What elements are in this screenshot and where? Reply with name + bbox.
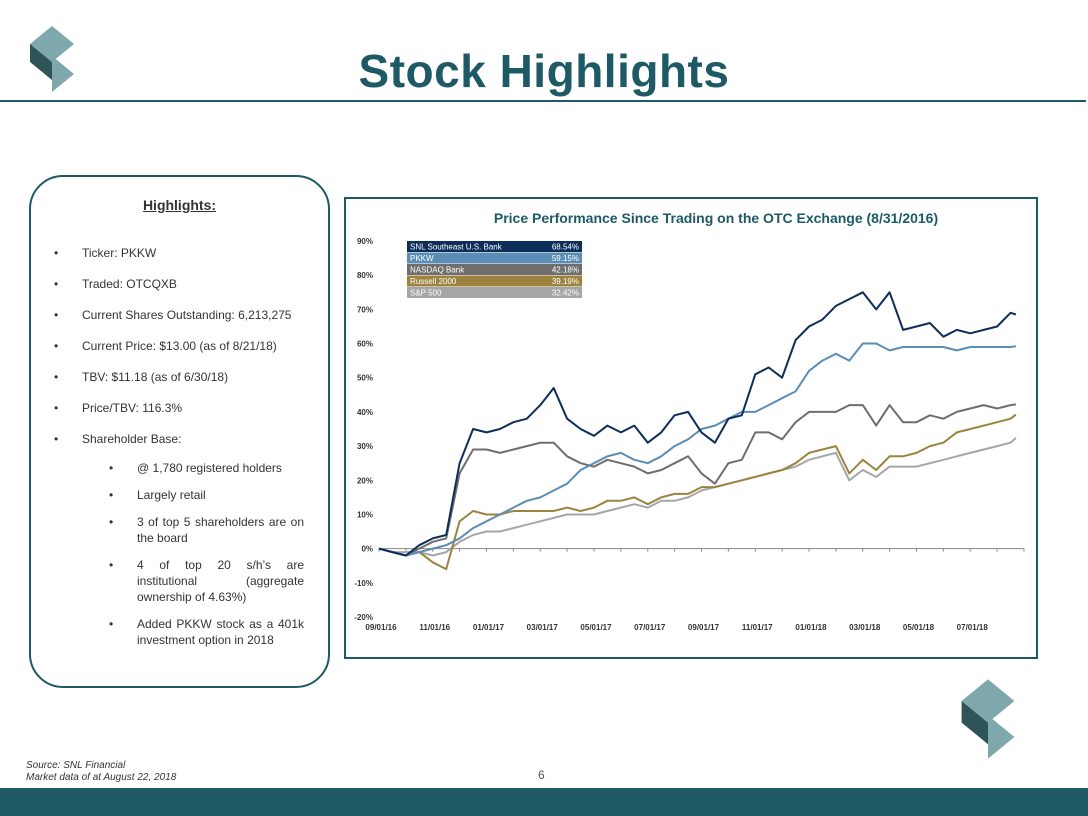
highlights-heading: Highlights: (142, 197, 217, 213)
legend-series-value: 42.18% (552, 266, 579, 275)
legend-swatch (407, 275, 582, 287)
highlight-price-tbv: Price/TBV: 116.3% (54, 400, 304, 416)
highlight-shareholder-base: Shareholder Base: @ 1,780 registered hol… (54, 431, 304, 648)
legend-swatch (407, 287, 582, 298)
x-tick-label: 09/01/17 (688, 623, 720, 632)
shareholder-base-label: Shareholder Base: (82, 432, 182, 446)
legend: SNL Southeast U.S. Bank 68.54% PKKW 59.15% N… (407, 241, 582, 298)
legend-series-name: NASDAQ Bank (410, 266, 465, 275)
sub-item-registered-holders: @ 1,780 registered holders (109, 460, 304, 476)
highlight-traded: Traded: OTCQXB (54, 276, 304, 292)
logo-left-shape (961, 701, 988, 745)
legend-swatch (407, 264, 582, 275)
highlights-list: Ticker: PKKW Traded: OTCQXB Current Shar… (54, 245, 304, 663)
x-tick-label: 07/01/17 (634, 623, 666, 632)
source-line: Source: SNL Financial (26, 760, 126, 771)
legend-swatch (407, 241, 582, 252)
bank-logo-icon (30, 26, 74, 92)
y-tick-label: 40% (357, 408, 373, 417)
sub-item-401k: Added PKKW stock as a 401k investment op… (109, 616, 304, 648)
x-tick-label: 03/01/18 (849, 623, 881, 632)
x-tick-label: 07/01/18 (957, 623, 989, 632)
chart-title: Price Performance Since Trading on the O… (494, 210, 938, 226)
series-line-pkkw (378, 342, 1017, 557)
x-tick-label: 01/01/17 (473, 623, 505, 632)
highlight-ticker: Ticker: PKKW (54, 245, 304, 261)
y-tick-label: 50% (357, 374, 373, 383)
x-tick-label: 11/01/17 (742, 623, 773, 632)
page-title: Stock Highlights (358, 45, 730, 97)
chart-frame: Price Performance Since Trading on the O… (344, 197, 1038, 659)
highlight-current-price: Current Price: $13.00 (as of 8/21/18) (54, 338, 304, 354)
sub-item-largely-retail: Largely retail (109, 487, 304, 503)
x-tick-label: 09/01/16 (365, 623, 397, 632)
y-tick-label: 90% (357, 237, 373, 246)
legend-series-value: 39.19% (552, 277, 579, 286)
y-tick-label: 20% (357, 476, 373, 485)
y-tick-label: 30% (357, 442, 373, 451)
y-axis: 90% 80% 70% 60% 50% 40% 30% 20% 10% 0% -10% -20% (354, 237, 373, 622)
legend-series-name: Russell 2000 (410, 277, 457, 286)
footer-bar (0, 788, 1088, 816)
sub-item-institutional: 4 of top 20 s/h’s are institutional (agg… (109, 557, 304, 605)
legend-series-name: S&P 500 (410, 289, 442, 298)
y-tick-label: 0% (361, 545, 373, 554)
logo-left-shape (30, 44, 52, 80)
series-line-nasdaq-bank (378, 403, 1017, 557)
source-note: Source: SNL Financial Market data of at … (26, 760, 176, 784)
y-tick-label: 60% (357, 340, 373, 349)
series-line-snl-southeast-u-s-bank (378, 291, 1017, 557)
title-divider (0, 100, 1086, 102)
legend-series-value: 68.54% (552, 243, 579, 252)
legend-series-value: 32.42% (552, 289, 579, 298)
legend-series-name: PKKW (410, 254, 434, 263)
shareholder-sublist: @ 1,780 registered holders Largely retai… (82, 460, 304, 648)
highlights-panel: Highlights: Ticker: PKKW Traded: OTCQXB … (29, 175, 330, 688)
price-performance-chart: Price Performance Since Trading on the O… (354, 210, 1025, 632)
logo-lower-shape (988, 715, 1015, 759)
highlight-shares-outstanding: Current Shares Outstanding: 6,213,275 (54, 307, 304, 323)
legend-swatch (407, 252, 582, 264)
y-tick-label: 10% (357, 510, 373, 519)
market-data-line: Market data of at August 22, 2018 (26, 772, 177, 783)
bank-logo-icon (961, 679, 1015, 759)
page-number: 6 (538, 768, 545, 782)
series-line-russell-2000 (378, 413, 1017, 571)
x-tick-label: 11/01/16 (419, 623, 450, 632)
y-tick-label: 80% (357, 271, 373, 280)
x-axis: 09/01/16 11/01/16 01/01/17 03/01/17 05/01/17… (365, 548, 1025, 632)
x-tick-label: 01/01/18 (795, 623, 827, 632)
series-lines (378, 291, 1017, 571)
sub-item-board-shareholders: 3 of top 5 shareholders are on the board (109, 514, 304, 546)
legend-series-value: 59.15% (552, 254, 579, 263)
y-tick-label: -20% (354, 613, 373, 622)
y-tick-label: -10% (354, 579, 373, 588)
logo-upper-shape (961, 679, 1015, 723)
x-tick-label: 05/01/17 (580, 623, 612, 632)
x-tick-label: 03/01/17 (527, 623, 559, 632)
legend-series-name: SNL Southeast U.S. Bank (410, 243, 503, 252)
highlight-tbv: TBV: $11.18 (as of 6/30/18) (54, 369, 304, 385)
y-tick-label: 70% (357, 305, 373, 314)
logo-lower-shape (52, 56, 74, 92)
series-line-s-p-500 (378, 437, 1017, 557)
x-tick-label: 05/01/18 (903, 623, 935, 632)
